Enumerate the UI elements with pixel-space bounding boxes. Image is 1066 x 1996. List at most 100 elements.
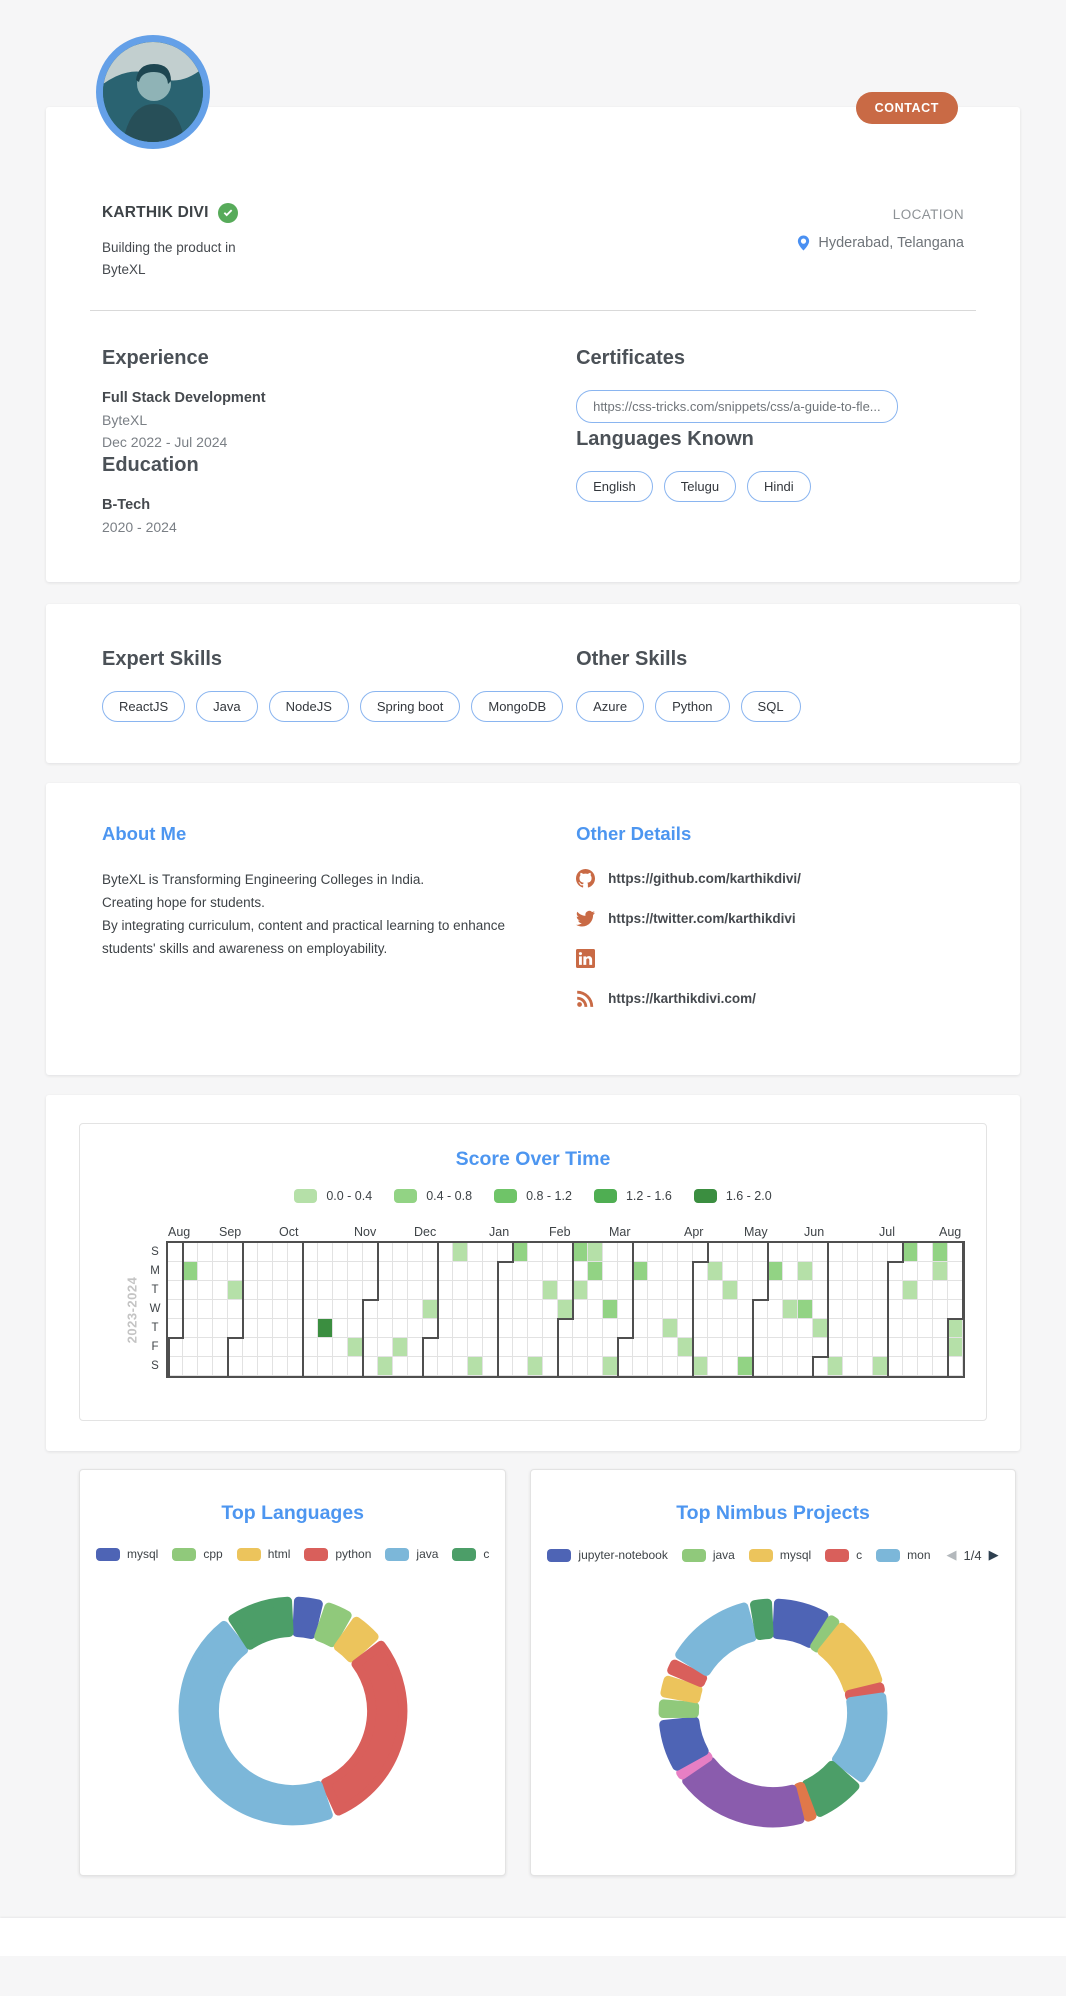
donut-segment[interactable] (810, 1615, 840, 1653)
legend-item: mysql (96, 1547, 158, 1561)
donut-segment[interactable] (750, 1598, 774, 1641)
donut-segment-mysql[interactable] (292, 1596, 323, 1640)
donut-segment[interactable] (793, 1782, 817, 1822)
heatmap-cell (618, 1262, 633, 1281)
donut-segment[interactable] (831, 1692, 888, 1783)
avatar-photo (103, 42, 203, 142)
heatmap-cell (483, 1319, 498, 1338)
heatmap-cell (873, 1262, 888, 1281)
heatmap-cell (888, 1243, 903, 1262)
about-heading: About Me (102, 823, 187, 845)
heatmap-cell (213, 1300, 228, 1319)
donut-segment[interactable] (802, 1761, 860, 1818)
heatmap-cell (273, 1281, 288, 1300)
donut-segment[interactable] (667, 1659, 708, 1688)
heatmap-cell (558, 1300, 573, 1320)
donut-segment[interactable] (659, 1716, 709, 1771)
heatmap-day-label: F (151, 1341, 159, 1354)
top-projects-legend: jupyter-notebook java mysql c mon ◀ 1/4 ▶ (547, 1547, 999, 1563)
donut-segment-jupyter-notebook[interactable] (772, 1598, 829, 1649)
heatmap-cell (828, 1300, 843, 1319)
heatmap-cell (453, 1243, 468, 1263)
certificate-link[interactable]: https://css-tricks.com/snippets/css/a-gu… (576, 390, 898, 424)
chip[interactable]: Python (655, 691, 730, 723)
legend-swatch (304, 1547, 329, 1561)
chip[interactable]: Azure (576, 691, 645, 723)
heatmap-cell (888, 1319, 903, 1338)
chip[interactable]: ReactJS (102, 691, 186, 723)
legend-item: 1.6 - 2.0 (693, 1189, 772, 1204)
legend-next-icon[interactable]: ▶ (988, 1547, 999, 1563)
heatmap-month-boundary (168, 1337, 184, 1340)
expert-skills-heading: Expert Skills (102, 648, 223, 671)
heatmap-cell (813, 1243, 828, 1262)
legend-prev-icon[interactable]: ◀ (946, 1547, 957, 1563)
legend-label: 1.6 - 2.0 (725, 1189, 772, 1204)
heatmap-cell (243, 1300, 258, 1319)
heatmap-month-label: Jan (489, 1225, 510, 1240)
heatmap-cell (768, 1243, 783, 1262)
legend-item: c (825, 1548, 862, 1562)
rss-icon[interactable] (576, 989, 595, 1008)
top-languages-donut-wrap (96, 1585, 489, 1837)
github-link[interactable]: https://github.com/karthikdivi/ (608, 871, 801, 887)
donut-segment[interactable] (658, 1699, 700, 1719)
divider (90, 310, 976, 312)
donut-segment[interactable] (817, 1622, 883, 1694)
heatmap-cell (693, 1262, 708, 1281)
heatmap-cell (498, 1357, 513, 1376)
donut-segment[interactable] (844, 1682, 885, 1702)
top-projects-title: Top Nimbus Projects (676, 1502, 870, 1525)
heatmap-day-label: S (151, 1246, 159, 1259)
heatmap-cell (738, 1243, 753, 1262)
heatmap-cell (513, 1319, 528, 1338)
contact-button[interactable]: CONTACT (855, 92, 958, 124)
heatmap-cell (273, 1262, 288, 1281)
donut-segment[interactable] (675, 1602, 757, 1677)
heatmap-cell (693, 1357, 708, 1377)
twitter-icon[interactable] (576, 909, 596, 928)
avatar[interactable] (96, 35, 210, 149)
heatmap-grid[interactable] (166, 1241, 965, 1379)
heatmap-cell (258, 1281, 273, 1300)
chip[interactable]: English (576, 471, 653, 503)
heatmap-cell (738, 1338, 753, 1357)
heatmap-cell (258, 1357, 273, 1376)
chip[interactable]: SQL (740, 691, 801, 723)
chip[interactable]: NodeJS (268, 691, 349, 723)
chip[interactable]: Hindi (747, 471, 811, 503)
chip[interactable]: Spring boot (359, 691, 461, 723)
chip[interactable]: MongoDB (471, 691, 564, 723)
donut-segment-c[interactable] (228, 1596, 294, 1650)
rss-link[interactable]: https://karthikdivi.com/ (608, 991, 756, 1007)
donut-segment-java[interactable] (178, 1621, 333, 1826)
legend-pager: ◀ 1/4 ▶ (947, 1547, 999, 1563)
chip[interactable]: Telugu (663, 471, 737, 503)
heatmap-cell (843, 1281, 858, 1300)
heatmap-month-boundary (812, 1357, 814, 1377)
heatmap-month-boundary (962, 1243, 964, 1320)
score-heatmap[interactable]: Aug Sep Oct Nov Dec Jan Feb Mar Apr May Jun Jul Aug … (122, 1225, 974, 1379)
donut-segment[interactable] (660, 1676, 703, 1704)
heatmap-cell (348, 1357, 363, 1376)
linkedin-icon[interactable] (576, 949, 596, 969)
twitter-link[interactable]: https://twitter.com/karthikdivi (608, 911, 796, 927)
heatmap-cell (693, 1243, 708, 1262)
donut-segment-python[interactable] (320, 1641, 408, 1816)
heatmap-day-label: W (149, 1303, 161, 1316)
heatmap-cell (303, 1357, 318, 1376)
donut-segment-cpp[interactable] (313, 1602, 352, 1648)
location-label: LOCATION (892, 207, 964, 222)
github-icon[interactable] (576, 869, 596, 888)
donut-segment-html[interactable] (333, 1617, 379, 1663)
donut-segment[interactable] (682, 1757, 805, 1828)
donut-segment[interactable] (676, 1751, 713, 1780)
heatmap-cell (543, 1357, 558, 1376)
legend-swatch (825, 1548, 850, 1562)
heatmap-cell (543, 1281, 558, 1301)
chip[interactable]: Java (196, 691, 258, 723)
heatmap-cell (663, 1300, 678, 1319)
top-languages-donut (178, 1596, 408, 1826)
heatmap-cell (948, 1243, 963, 1262)
heatmap-cell (663, 1338, 678, 1357)
